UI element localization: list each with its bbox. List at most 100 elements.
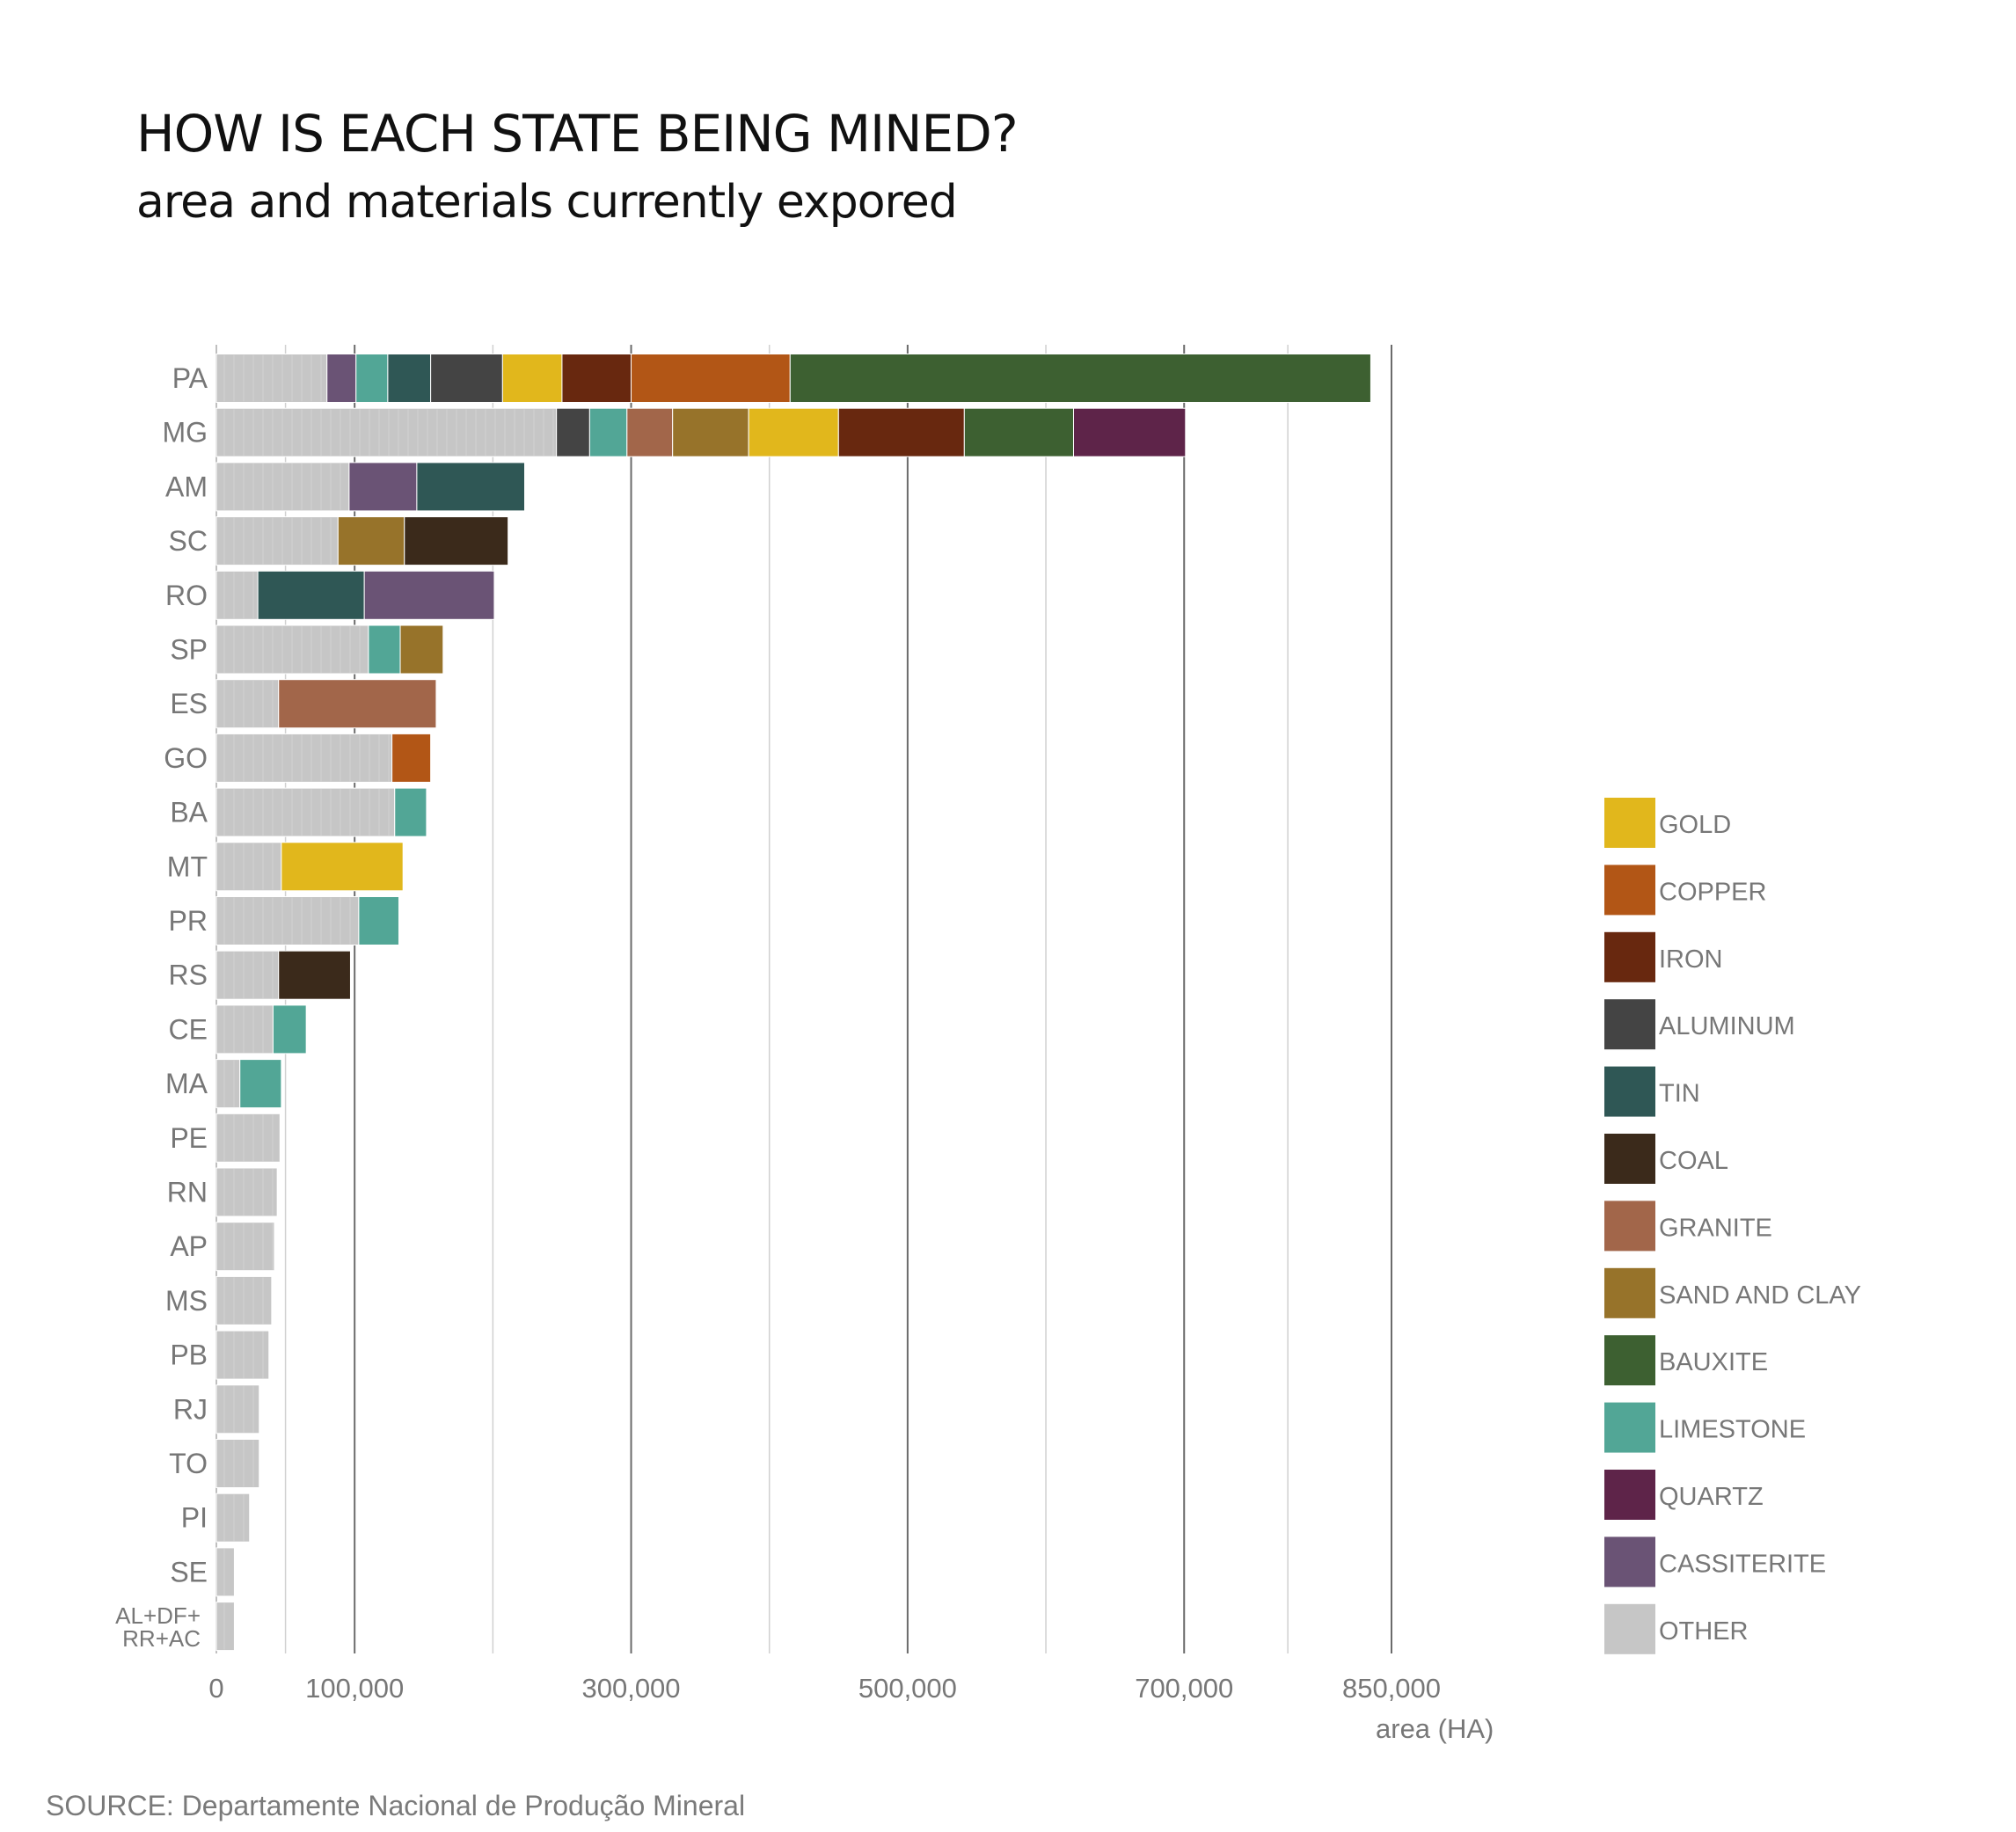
- bar-segment-other: [215, 1059, 241, 1109]
- bar-segment-other: [215, 1493, 251, 1543]
- bar-segment-iron: [561, 354, 632, 403]
- legend-swatch: [1604, 1536, 1655, 1587]
- legend-item-iron: IRON: [1604, 931, 1723, 982]
- bar-segment-limestone: [394, 787, 427, 837]
- bar-ro: [215, 570, 495, 620]
- bar-segment-other: [215, 842, 282, 892]
- bar-segment-other: [215, 1167, 278, 1217]
- state-label: TO: [169, 1448, 208, 1479]
- state-label: PR: [169, 905, 208, 937]
- x-tick-label: 850,000: [1342, 1673, 1441, 1704]
- bar-segment-other: [215, 1004, 274, 1055]
- state-label: ES: [170, 688, 208, 719]
- bar-pb: [215, 1330, 270, 1380]
- legend-label: GRANITE: [1659, 1214, 1772, 1242]
- bar-segment-copper: [631, 354, 791, 403]
- bar-segment-cassiterite: [348, 462, 418, 512]
- bar-segment-limestone: [368, 624, 401, 675]
- state-label: GO: [164, 742, 208, 774]
- chart-title: HOW IS EACH STATE BEING MINED?: [136, 104, 1019, 164]
- legend-swatch: [1604, 1470, 1655, 1520]
- legend-swatch: [1604, 1267, 1655, 1318]
- legend-label: SAND AND CLAY: [1659, 1281, 1861, 1310]
- bar-ce: [215, 1004, 307, 1055]
- state-labels: PA MG AM SC RO SP ES GO BA MT PR RS CE MA PE RN AP MS PB RJ…: [115, 362, 208, 1652]
- bar-segment-gold: [501, 354, 563, 403]
- state-label: SP: [170, 634, 208, 666]
- state-label: RS: [169, 960, 208, 991]
- bar-segment-limestone: [588, 407, 628, 457]
- bar-ap: [215, 1222, 275, 1272]
- state-label: PI: [181, 1502, 208, 1534]
- legend-label: GOLD: [1659, 811, 1731, 839]
- bar-segment-other: [215, 950, 280, 1000]
- bar-ba: [215, 787, 427, 837]
- bar-segment-tin: [416, 462, 526, 512]
- bar-segment-sand-and-clay: [399, 624, 444, 675]
- bar-segment-other: [215, 1113, 281, 1163]
- legend-swatch: [1604, 1134, 1655, 1184]
- bar-segment-aluminum: [556, 407, 590, 457]
- bar-aldfrrac: [215, 1602, 235, 1652]
- bar-segment-tin: [387, 354, 432, 403]
- legend-item-tin: TIN: [1604, 1066, 1700, 1117]
- bar-segment-aluminum: [430, 354, 503, 403]
- state-label: MG: [162, 417, 208, 449]
- bar-segment-gold: [748, 407, 839, 457]
- legend-label: TIN: [1659, 1080, 1700, 1108]
- legend-swatch: [1604, 865, 1655, 916]
- bar-am: [215, 462, 526, 512]
- bar-segment-other: [215, 1330, 270, 1380]
- bar-pr: [215, 896, 399, 945]
- bar-mt: [215, 842, 404, 892]
- bar-segment-gold: [281, 842, 404, 892]
- bar-segment-other: [215, 1384, 260, 1434]
- bar-segment-sand-and-clay: [672, 407, 749, 457]
- bar-segment-tin: [257, 570, 365, 620]
- state-label: MS: [165, 1285, 208, 1317]
- state-label: PA: [172, 362, 208, 394]
- state-label: AP: [170, 1230, 208, 1262]
- bar-rn: [215, 1167, 278, 1217]
- legend-label: OTHER: [1659, 1617, 1749, 1646]
- legend-item-other: OTHER: [1604, 1603, 1749, 1654]
- bar-segment-cassiterite: [326, 354, 357, 403]
- bar-to: [215, 1439, 260, 1488]
- x-tick-label: 300,000: [581, 1673, 680, 1704]
- bar-segment-coal: [278, 950, 351, 1000]
- bar-segment-bauxite: [963, 407, 1074, 457]
- bars: [215, 354, 1371, 1652]
- bar-ma: [215, 1059, 282, 1109]
- x-tick-label: 500,000: [858, 1673, 957, 1704]
- bar-segment-other: [215, 407, 558, 457]
- legend-swatch: [1604, 1402, 1655, 1453]
- bar-rs: [215, 950, 351, 1000]
- chart-subtitle: area and materials currently expored: [136, 176, 958, 229]
- bar-pa: [215, 354, 1371, 403]
- legend-swatch: [1604, 798, 1655, 848]
- state-label: PB: [170, 1339, 208, 1371]
- legend-swatch: [1604, 1603, 1655, 1654]
- bar-segment-bauxite: [789, 354, 1371, 403]
- state-label: RJ: [173, 1393, 208, 1425]
- state-label: RO: [165, 580, 208, 611]
- bar-segment-other: [215, 1547, 235, 1597]
- legend-label: ALUMINUM: [1659, 1012, 1795, 1040]
- legend-label: LIMESTONE: [1659, 1416, 1806, 1444]
- legend-item-aluminum: ALUMINUM: [1604, 999, 1795, 1050]
- legend-item-quartz: QUARTZ: [1604, 1470, 1764, 1520]
- x-tick-label: 100,000: [305, 1673, 404, 1704]
- legend-item-coal: COAL: [1604, 1134, 1728, 1184]
- bar-segment-granite: [278, 679, 437, 729]
- bar-segment-limestone: [355, 354, 389, 403]
- x-axis: 0 100,000 300,000 500,000 700,000 850,000 area…: [208, 1673, 1494, 1744]
- legend-item-bauxite: BAUXITE: [1604, 1335, 1768, 1386]
- bar-segment-quartz: [1072, 407, 1187, 457]
- state-label: AM: [165, 471, 208, 502]
- state-label: BA: [170, 797, 208, 828]
- bar-segment-other: [215, 679, 280, 729]
- state-label: PE: [170, 1122, 208, 1154]
- legend-swatch: [1604, 931, 1655, 982]
- state-label: MA: [165, 1068, 208, 1099]
